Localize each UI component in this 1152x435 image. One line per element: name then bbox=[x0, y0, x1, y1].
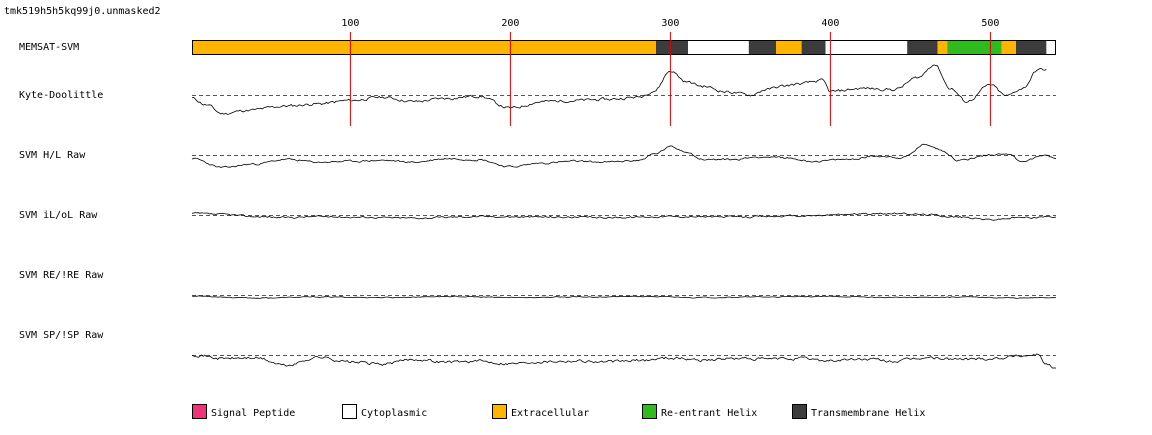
legend-label: Re-entrant Helix bbox=[661, 408, 757, 419]
topology-segment-extracellular bbox=[776, 40, 802, 55]
legend-swatch bbox=[492, 404, 507, 419]
baselines bbox=[192, 95, 1056, 356]
series-line-re bbox=[191, 295, 1057, 299]
legend-swatch bbox=[642, 404, 657, 419]
track-label-svm-sp: SVM SP/!SP Raw bbox=[19, 330, 104, 341]
position-ticks: 100 200 300 400 500 bbox=[341, 18, 999, 126]
legend-item-re-entrant-helix: Re-entrant Helix bbox=[642, 404, 757, 419]
tick-label-500: 500 bbox=[981, 18, 999, 29]
topology-segment-transmembrane-helix bbox=[1016, 40, 1047, 55]
legend-item-extracellular: Extracellular bbox=[492, 404, 589, 419]
topology-segment-transmembrane-helix bbox=[656, 40, 688, 55]
legend-label: Extracellular bbox=[511, 408, 589, 419]
track-label-memsat: MEMSAT-SVM bbox=[19, 42, 79, 53]
topology-segment-cytoplasmic bbox=[688, 40, 749, 55]
chart-title: tmk519h5h5kq99j0.unmasked2 bbox=[4, 6, 161, 17]
topology-segment-transmembrane-helix bbox=[748, 40, 776, 55]
topology-segment-extracellular bbox=[192, 40, 656, 55]
tick-label-300: 300 bbox=[661, 18, 679, 29]
tick-label-100: 100 bbox=[341, 18, 359, 29]
series-line-hl bbox=[191, 143, 1057, 168]
tick-label-400: 400 bbox=[821, 18, 839, 29]
legend-swatch bbox=[342, 404, 357, 419]
legend-swatch bbox=[192, 404, 207, 419]
series-lines bbox=[191, 64, 1057, 369]
topology-bar bbox=[192, 40, 1056, 55]
legend-item-transmembrane-helix: Transmembrane Helix bbox=[792, 404, 925, 419]
legend-label: Signal Peptide bbox=[211, 408, 295, 419]
legend-item-cytoplasmic: Cytoplasmic bbox=[342, 404, 427, 419]
topology-segment-extracellular bbox=[1001, 40, 1016, 55]
series-line-kd bbox=[191, 64, 1047, 115]
legend-label: Transmembrane Helix bbox=[811, 408, 925, 419]
legend-item-signal-peptide: Signal Peptide bbox=[192, 404, 295, 419]
track-label-svm-hl: SVM H/L Raw bbox=[19, 150, 86, 161]
topology-segment-transmembrane-helix bbox=[907, 40, 938, 55]
track-label-kyte-doolittle: Kyte-Doolittle bbox=[19, 90, 103, 101]
legend-label: Cytoplasmic bbox=[361, 408, 427, 419]
legend: Signal Peptide Cytoplasmic Extracellular Re… bbox=[192, 404, 925, 419]
series-line-ilol bbox=[191, 212, 1057, 221]
tick-label-200: 200 bbox=[501, 18, 519, 29]
topology-outline bbox=[192, 40, 1056, 55]
track-label-svm-re: SVM RE/!RE Raw bbox=[19, 270, 104, 281]
legend-swatch bbox=[792, 404, 807, 419]
track-label-svm-ilol: SVM iL/oL Raw bbox=[19, 210, 98, 221]
topology-segment-cytoplasmic bbox=[1046, 40, 1056, 55]
topology-segment-re-entrant-helix bbox=[947, 40, 1002, 55]
topology-segment-cytoplasmic bbox=[825, 40, 908, 55]
series-line-sp bbox=[191, 353, 1057, 369]
topology-segment-transmembrane-helix bbox=[801, 40, 826, 55]
topology-segment-extracellular bbox=[937, 40, 948, 55]
